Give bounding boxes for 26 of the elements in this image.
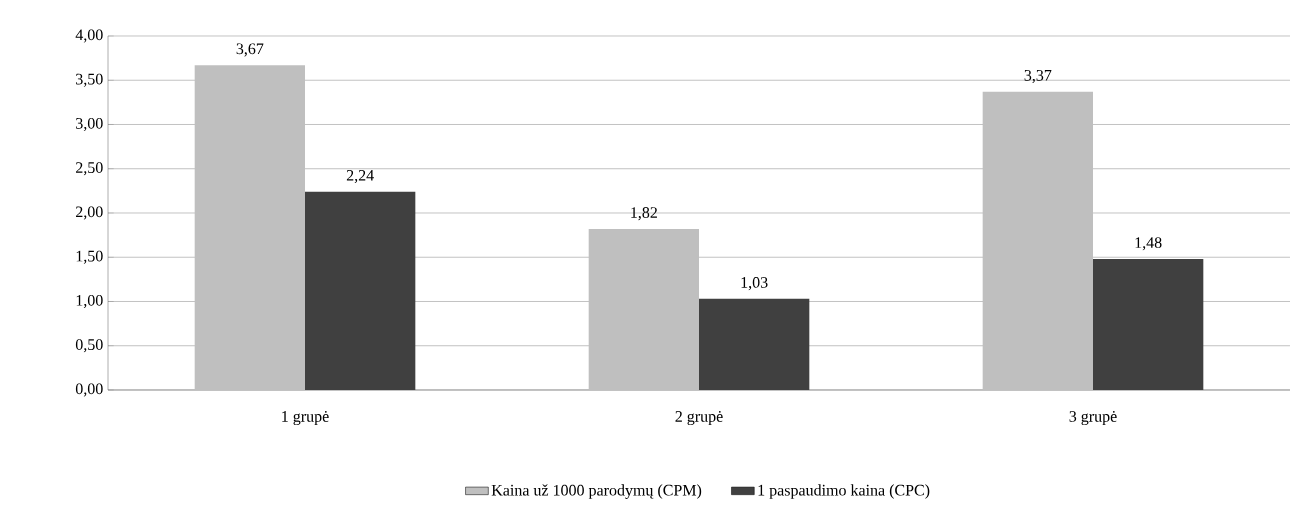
y-tick-label: 3,50	[76, 73, 103, 87]
data-label: 1,82	[631, 207, 657, 221]
y-tick-label: 2,50	[76, 162, 103, 176]
y-tick-label: 1,50	[76, 250, 103, 264]
bar	[699, 298, 810, 390]
y-tick-label: 1,00	[76, 294, 103, 309]
data-label: 3,37	[1024, 69, 1052, 84]
bar	[982, 91, 1093, 390]
x-tick-label: 3 grupė	[1069, 411, 1117, 426]
x-tick-label: 2 grupė	[675, 411, 723, 426]
data-label: 2,24	[346, 169, 374, 184]
y-tick-label: 0,00	[75, 383, 103, 397]
data-label: 1,03	[741, 277, 768, 291]
y-tick-label: 3,00	[76, 117, 103, 132]
y-tick-label: 4,00	[75, 29, 103, 43]
x-tick-label: 1 grupė	[282, 411, 329, 426]
legend-label: 1 paspaudimo kaina (CPC)	[758, 484, 930, 499]
y-tick-label: 2,00	[76, 206, 103, 220]
bar	[194, 65, 306, 390]
bar	[588, 228, 699, 390]
data-label: 3,67	[236, 43, 264, 57]
data-label: 1,48	[1135, 237, 1162, 251]
y-tick-label: 0,50	[75, 339, 103, 353]
bar	[305, 191, 416, 390]
legend-label: Kaina už 1000 parodymų (CPM)	[491, 484, 702, 499]
bar	[1093, 259, 1204, 390]
